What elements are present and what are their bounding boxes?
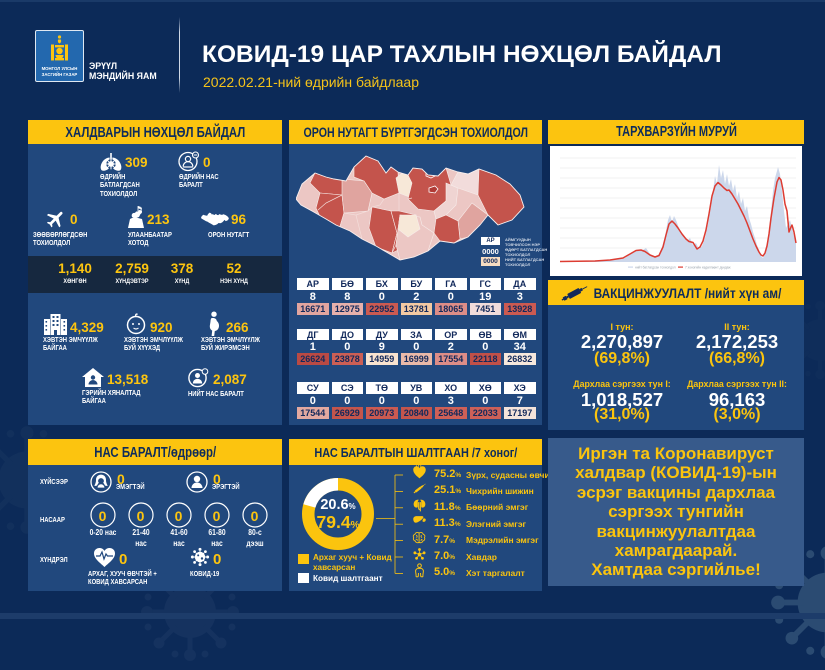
svg-text:7 хоногийн хөдөлгөөнт дундаж: 7 хоногийн хөдөлгөөнт дундаж	[685, 265, 731, 269]
svg-text:МОНГОЛ УЛСЫН: МОНГОЛ УЛСЫН	[42, 66, 78, 71]
svg-text:нийт батлагдсан тохиолдол: нийт батлагдсан тохиолдол	[635, 265, 676, 269]
svg-text:ЗАСГИЙН ГАЗАР: ЗАСГИЙН ГАЗАР	[42, 72, 78, 77]
